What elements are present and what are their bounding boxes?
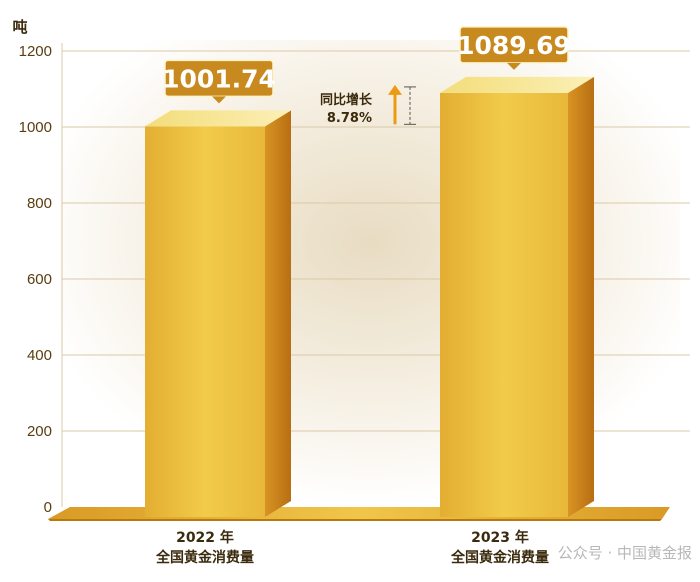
- category-sublabel: 全国黄金消费量: [450, 549, 549, 566]
- bar-front: [145, 126, 265, 517]
- y-axis-unit: 吨: [12, 18, 27, 36]
- bars: [145, 76, 594, 518]
- value-label-text: 1089.69: [457, 31, 571, 60]
- bar-top: [145, 110, 291, 127]
- growth-arrow-icon: [388, 84, 402, 95]
- floor-edge: [48, 519, 662, 521]
- bar-1: [145, 110, 291, 517]
- y-tick-label: 200: [27, 423, 52, 440]
- bar-front: [440, 92, 568, 518]
- value-label-pointer: [212, 96, 226, 104]
- y-tick-label: 1200: [19, 43, 52, 60]
- y-tick-label: 800: [27, 195, 52, 212]
- value-label: 1089.69: [457, 26, 571, 70]
- growth-annotation: 同比增长 8.78%: [320, 84, 416, 126]
- value-label-text: 1001.74: [162, 64, 276, 93]
- y-tick-label: 600: [27, 271, 52, 288]
- category-label: 2023 年: [471, 529, 529, 546]
- y-tick-label: 0: [44, 499, 52, 516]
- growth-label: 同比增长: [320, 92, 373, 108]
- y-tick-label: 400: [27, 347, 52, 364]
- growth-value: 8.78%: [327, 111, 372, 126]
- bar-top: [440, 76, 594, 93]
- value-label: 1001.74: [162, 59, 276, 104]
- category-label: 2022 年: [176, 529, 234, 546]
- bar-side: [265, 110, 291, 517]
- y-tick-label: 1000: [19, 119, 52, 136]
- y-axis-ticks: 0 200 400 600 800 1000 1200: [19, 43, 52, 516]
- watermark: 公众号 · 中国黄金报: [558, 544, 692, 562]
- bar-side: [568, 76, 594, 518]
- value-labels: 1001.74 1089.69: [162, 26, 571, 104]
- category-sublabel: 全国黄金消费量: [155, 549, 254, 566]
- bar-2: [440, 76, 594, 518]
- value-label-pointer: [507, 62, 521, 70]
